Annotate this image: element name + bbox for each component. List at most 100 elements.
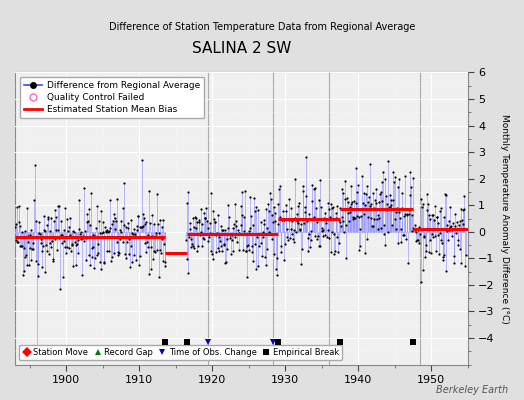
Point <box>325 235 334 241</box>
Point <box>119 180 128 186</box>
Point <box>138 222 147 229</box>
Point <box>364 199 372 206</box>
Point <box>408 228 417 234</box>
Point <box>53 227 62 233</box>
Point <box>51 214 60 220</box>
Point <box>342 222 351 228</box>
Point <box>22 252 30 258</box>
Point <box>303 234 312 241</box>
Point <box>190 245 199 252</box>
Point <box>159 258 168 264</box>
Point <box>272 255 281 261</box>
Point <box>339 218 347 224</box>
Point <box>376 224 385 231</box>
Point <box>327 248 335 255</box>
Point <box>51 235 59 242</box>
Point <box>191 213 199 220</box>
Point <box>363 236 371 242</box>
Point <box>156 217 165 223</box>
Point <box>136 252 144 259</box>
Point <box>382 193 390 199</box>
Point <box>149 255 157 262</box>
Point <box>296 227 304 233</box>
Point <box>394 240 402 246</box>
Point <box>425 248 433 255</box>
Point <box>139 211 148 218</box>
Point <box>35 219 43 226</box>
Point <box>25 262 33 269</box>
Point <box>137 224 146 230</box>
Point <box>349 216 357 222</box>
Point <box>220 241 228 248</box>
Point <box>31 162 39 168</box>
Point <box>277 243 285 249</box>
Point <box>379 169 387 175</box>
Point <box>402 211 411 217</box>
Point <box>459 206 467 213</box>
Point <box>410 226 419 233</box>
Point <box>40 227 48 234</box>
Point <box>272 266 280 273</box>
Point <box>378 179 386 186</box>
Point <box>407 211 416 218</box>
Point <box>45 251 53 257</box>
Point <box>246 224 254 231</box>
Point <box>356 226 364 232</box>
Point <box>125 235 133 242</box>
Point <box>304 211 313 218</box>
Point <box>135 261 143 268</box>
Point <box>30 234 39 240</box>
Point <box>212 249 221 256</box>
Point <box>352 165 361 171</box>
Point <box>294 203 303 210</box>
Point <box>370 216 379 222</box>
Point <box>90 265 99 271</box>
Point <box>299 182 308 189</box>
Point <box>85 262 94 268</box>
Point <box>290 239 298 246</box>
Point <box>128 259 137 265</box>
Point <box>31 218 40 224</box>
Point <box>401 173 409 179</box>
Point <box>333 233 341 240</box>
Point <box>258 234 267 240</box>
Point <box>54 235 63 241</box>
Point <box>380 231 388 237</box>
Point <box>265 229 273 235</box>
Point <box>363 183 372 190</box>
Point <box>115 250 123 256</box>
Point <box>122 255 130 262</box>
Point <box>289 226 298 233</box>
Point <box>365 161 374 167</box>
Point <box>214 234 223 240</box>
Point <box>395 176 403 182</box>
Point <box>66 215 74 221</box>
Point <box>194 216 203 223</box>
Point <box>417 279 425 285</box>
Point <box>373 211 381 218</box>
Point <box>15 202 23 209</box>
Point <box>409 225 418 231</box>
Point <box>217 248 226 254</box>
Point <box>185 220 194 226</box>
Point <box>326 213 334 220</box>
Point <box>438 240 446 246</box>
Point <box>228 225 237 231</box>
Point <box>61 204 69 211</box>
Point <box>328 204 336 211</box>
Point <box>346 209 354 216</box>
Point <box>64 227 72 234</box>
Point <box>232 218 241 224</box>
Point <box>25 245 34 251</box>
Point <box>224 202 233 208</box>
Point <box>315 197 323 203</box>
Point <box>347 201 356 207</box>
Point <box>195 232 204 238</box>
Point <box>271 210 279 216</box>
Point <box>313 219 322 226</box>
Point <box>132 257 140 263</box>
Point <box>446 204 454 210</box>
Point <box>206 248 215 254</box>
Point <box>28 246 36 252</box>
Point <box>413 237 421 243</box>
